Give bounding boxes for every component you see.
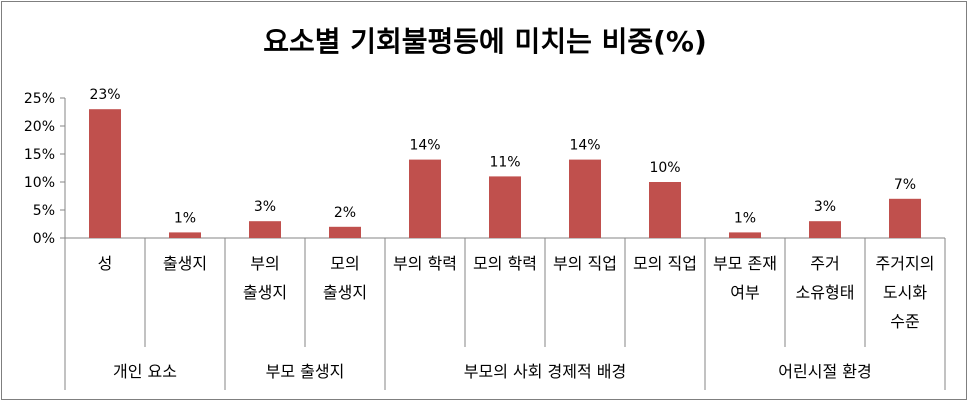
group-label: 부모의 사회 경제적 배경 (464, 362, 626, 381)
bar (249, 221, 281, 238)
category-label: 성 (98, 254, 113, 273)
axis-layer (60, 97, 946, 390)
data-label: 2% (334, 205, 356, 221)
data-label: 1% (734, 210, 756, 226)
data-label: 7% (894, 177, 916, 193)
category-label: 소유형태 (796, 283, 855, 302)
y-tick-label: 5% (33, 203, 55, 219)
y-tick-label: 15% (24, 147, 55, 163)
category-label: 부의 (250, 254, 279, 273)
bar (569, 159, 601, 238)
bar (409, 159, 441, 238)
data-label: 23% (89, 87, 120, 103)
category-label: 모의 학력 (473, 254, 537, 273)
y-tick-label: 10% (24, 175, 55, 191)
category-label: 도시화 (883, 283, 927, 302)
data-label: 1% (174, 210, 196, 226)
category-label: 모의 직업 (633, 254, 697, 273)
category-label: 출생지 (163, 254, 207, 273)
labels-layer: 0%5%10%15%20%25% 23%성1%출생지3%부의출생지2%모의출생지1… (24, 87, 935, 381)
bar (489, 176, 521, 238)
bar (329, 226, 361, 238)
category-label: 모의 (330, 254, 359, 273)
category-label: 주거지의 (876, 254, 935, 273)
chart-title: 요소별 기회불평등에 미치는 비중(%) (263, 25, 707, 58)
category-label: 여부 (730, 283, 759, 302)
y-tick-label: 0% (33, 231, 55, 247)
bars-layer (89, 109, 921, 238)
category-label: 수준 (890, 312, 919, 331)
data-label: 14% (569, 138, 600, 154)
category-label: 출생지 (323, 283, 367, 302)
category-label: 출생지 (243, 283, 287, 302)
data-label: 10% (649, 160, 680, 176)
bar (649, 182, 681, 238)
group-label: 개인 요소 (113, 362, 177, 381)
bar (809, 221, 841, 238)
data-label: 14% (409, 138, 440, 154)
category-label: 부모 존재 (713, 254, 777, 273)
bar (169, 232, 201, 238)
bar (889, 198, 921, 238)
category-label: 부의 직업 (553, 254, 617, 273)
category-label: 주거 (810, 254, 839, 273)
data-label: 11% (489, 154, 520, 170)
bar (89, 109, 121, 238)
data-label: 3% (814, 199, 836, 215)
bar (729, 232, 761, 238)
group-label: 어린시절 환경 (778, 362, 871, 381)
y-tick-label: 20% (24, 119, 55, 135)
y-tick-label: 25% (24, 91, 55, 107)
group-label: 부모 출생지 (266, 362, 345, 381)
category-label: 부의 학력 (393, 254, 457, 273)
data-label: 3% (254, 199, 276, 215)
